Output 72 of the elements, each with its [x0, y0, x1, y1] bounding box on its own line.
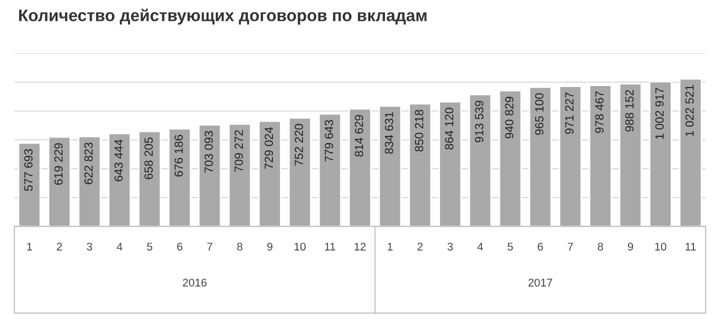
x-tick-label: 1: [27, 242, 32, 250]
bar: [558, 86, 582, 226]
bar: [18, 142, 41, 226]
x-tick-label: 4: [116, 242, 122, 250]
x-tick-label: 10: [655, 242, 666, 251]
data-label: 779 643: [324, 120, 334, 162]
bar: [378, 105, 402, 226]
x-tick-label: 7: [568, 242, 573, 250]
x-tick-label: 10: [294, 242, 306, 251]
data-label: 729 024: [264, 127, 274, 169]
x-tick-label: 3: [447, 242, 453, 251]
x-tick-label: 2: [418, 242, 423, 250]
bar: [318, 113, 342, 226]
x-tick-label: 4: [477, 242, 483, 250]
x-tick-label: 11: [686, 242, 696, 250]
x-tick-label: 3: [86, 242, 92, 251]
bar: [408, 103, 432, 226]
bar: [588, 84, 612, 226]
x-tick-label: 6: [538, 242, 543, 251]
data-label: 913 539: [475, 100, 484, 142]
bar: [498, 90, 522, 226]
bar: [468, 94, 492, 226]
data-label: 834 631: [384, 112, 394, 154]
data-label: 864 120: [444, 108, 454, 150]
x-tick-label: 8: [237, 242, 242, 251]
x-tick-label: 9: [267, 242, 272, 251]
x-tick-label: 8: [598, 242, 604, 251]
bar: [168, 128, 192, 226]
chart-title: Количество действующих договоров по вкладам: [19, 8, 426, 25]
x-tick-label: 6: [177, 242, 182, 251]
bar: [78, 136, 102, 226]
data-label: 988 152: [625, 90, 634, 132]
bar: [138, 130, 162, 226]
data-label: 814 629: [354, 115, 364, 157]
bar: [649, 81, 672, 226]
data-label: 676 186: [174, 134, 183, 176]
data-label: 622 823: [84, 142, 93, 184]
data-label: 709 272: [234, 130, 243, 172]
bar: [198, 124, 222, 226]
data-label: 703 093: [204, 131, 213, 173]
data-label: 619 229: [54, 143, 63, 185]
bar: [48, 136, 71, 226]
bar: [288, 117, 312, 226]
data-label: 940 829: [505, 96, 514, 138]
data-label: 577 693: [24, 149, 33, 191]
data-label: 752 220: [294, 124, 304, 166]
x-tick-label: 12: [354, 242, 366, 250]
data-label: 1 022 521: [685, 85, 694, 136]
bar: [228, 123, 252, 226]
text: 2016: [182, 278, 207, 287]
bar: [348, 108, 372, 226]
data-label: 978 467: [595, 91, 604, 133]
data-label: 658 205: [144, 138, 153, 180]
bar: [258, 120, 282, 226]
x-tick-label: 1: [388, 242, 393, 250]
x-tick-label: 7: [207, 242, 212, 250]
bar: [108, 132, 132, 226]
x-tick-label: 11: [325, 242, 336, 250]
data-label: 1 002 917: [655, 88, 664, 139]
data-label: 850 218: [414, 110, 424, 152]
bar: [528, 86, 552, 226]
bar: [438, 101, 462, 226]
x-tick-label: 9: [628, 242, 634, 251]
data-label: 643 444: [114, 139, 123, 182]
bar: [618, 83, 642, 226]
x-tick-label: 5: [146, 242, 152, 251]
data-label: 971 227: [565, 92, 574, 134]
x-tick-label: 2: [56, 242, 62, 250]
data-label: 965 100: [535, 93, 544, 135]
x-tick-label: 5: [508, 242, 513, 251]
text: 2017: [528, 278, 552, 287]
bar: [679, 78, 702, 226]
